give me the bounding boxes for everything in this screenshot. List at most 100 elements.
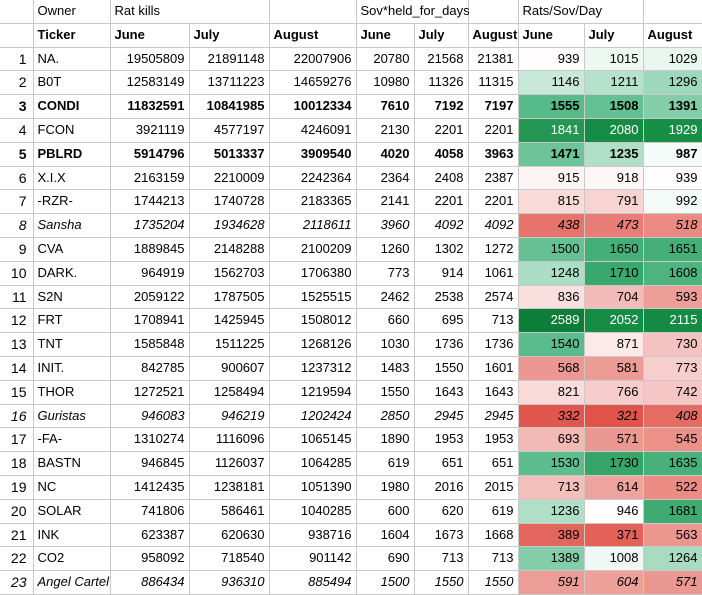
row-number[interactable]: 8 [0,213,34,238]
rats-per-sov-cell[interactable]: 1296 [643,70,702,96]
row-number[interactable]: 16 [0,404,34,429]
rats-per-sov-cell[interactable]: 1841 [518,118,585,143]
ticker-cell[interactable]: THOR [33,380,111,405]
rats-per-sov-cell[interactable]: 438 [518,213,585,238]
rats-per-sov-cell[interactable]: 871 [584,332,644,357]
rat-kills-cell[interactable]: 946845 [110,451,190,476]
sov-days-cell[interactable]: 1302 [414,237,469,262]
rats-per-sov-cell[interactable]: 1389 [518,546,585,572]
rat-kills-cell[interactable]: 3909540 [269,142,357,167]
ticker-cell[interactable]: -RZR- [33,189,111,215]
rats-per-sov-cell[interactable]: 593 [643,285,702,310]
sov-days-cell[interactable]: 1061 [468,261,519,286]
rats-per-sov-cell[interactable]: 1555 [518,94,585,119]
ticker-cell[interactable]: DARK. [33,261,111,286]
sov-days-cell[interactable]: 1668 [468,523,519,548]
rats-per-sov-cell[interactable]: 581 [584,356,644,381]
sov-days-cell[interactable]: 2130 [356,118,415,143]
sov-days-cell[interactable]: 660 [356,308,415,334]
rats-per-sov-cell[interactable]: 1211 [584,70,644,96]
ticker-cell[interactable]: Angel Cartel [33,570,111,595]
rats-per-sov-cell[interactable]: 1391 [643,94,702,119]
rats-per-sov-cell[interactable]: 1530 [518,451,585,476]
rat-kills-cell[interactable]: 1040285 [269,499,357,524]
sov-days-cell[interactable]: 2574 [468,285,519,310]
rats-per-sov-cell[interactable]: 766 [584,380,644,405]
rat-kills-cell[interactable]: 2118611 [269,213,357,238]
rats-per-sov-cell[interactable]: 1650 [584,237,644,262]
sov-days-cell[interactable]: 1272 [468,237,519,262]
ticker-cell[interactable]: Sansha [33,213,111,238]
sov-days-cell[interactable]: 1890 [356,427,415,453]
ticker-cell[interactable]: CONDI [33,94,111,119]
rats-per-sov-cell[interactable]: 992 [643,189,702,215]
rats-per-sov-cell[interactable]: 1236 [518,499,585,524]
sov-days-cell[interactable]: 1673 [414,523,469,548]
sov-days-cell[interactable]: 10980 [356,70,415,96]
rats-per-sov-cell[interactable]: 1608 [643,261,702,286]
sov-days-cell[interactable]: 20780 [356,47,415,72]
row-number[interactable]: 20 [0,499,34,524]
sov-days-cell[interactable]: 600 [356,499,415,524]
rat-kills-cell[interactable]: 938716 [269,523,357,548]
rats-per-sov-cell[interactable]: 2589 [518,308,585,334]
month-header-august[interactable]: August [643,23,702,48]
rats-per-sov-cell[interactable]: 604 [584,570,644,595]
rat-kills-cell[interactable]: 1706380 [269,261,357,286]
sov-days-cell[interactable]: 11326 [414,70,469,96]
row-number[interactable]: 10 [0,261,34,286]
sov-days-cell[interactable]: 2201 [414,118,469,143]
rats-per-sov-cell[interactable]: 815 [518,189,585,215]
rat-kills-cell[interactable]: 1508012 [269,308,357,334]
rat-kills-cell[interactable]: 1708941 [110,308,190,334]
rats-per-sov-cell[interactable]: 518 [643,213,702,238]
sov-days-cell[interactable]: 4058 [414,142,469,167]
sov-days-cell[interactable]: 690 [356,546,415,572]
rats-per-sov-cell[interactable]: 568 [518,356,585,381]
sov-days-cell[interactable]: 2201 [468,189,519,215]
month-header-june[interactable]: June [356,23,415,48]
rats-per-sov-cell[interactable]: 2080 [584,118,644,143]
rats-per-sov-cell[interactable]: 1471 [518,142,585,167]
rats-per-sov-cell[interactable]: 389 [518,523,585,548]
rat-kills-cell[interactable]: 842785 [110,356,190,381]
rats-per-sov-cell[interactable]: 2052 [584,308,644,334]
rats-per-sov-cell[interactable]: 614 [584,475,644,500]
ticker-cell[interactable]: INIT. [33,356,111,381]
row-number[interactable]: 12 [0,308,34,334]
sov-days-cell[interactable]: 2364 [356,166,415,191]
rat-kills-cell[interactable]: 718540 [189,546,270,572]
sov-days-cell[interactable]: 651 [468,451,519,476]
rats-per-sov-cell[interactable]: 1710 [584,261,644,286]
rat-kills-cell[interactable]: 4246091 [269,118,357,143]
sov-days-cell[interactable]: 4092 [414,213,469,238]
rat-kills-cell[interactable]: 14659276 [269,70,357,96]
rats-sov-day-header[interactable]: Rats/Sov/Day [518,0,602,24]
row-number[interactable]: 1 [0,47,34,72]
rat-kills-cell[interactable]: 623387 [110,523,190,548]
rats-per-sov-cell[interactable]: 563 [643,523,702,548]
rat-kills-cell[interactable]: 1238181 [189,475,270,500]
rats-per-sov-cell[interactable]: 704 [584,285,644,310]
sov-days-cell[interactable]: 2462 [356,285,415,310]
rat-kills-cell[interactable]: 2059122 [110,285,190,310]
rat-kills-cell[interactable]: 1425945 [189,308,270,334]
rat-kills-cell[interactable]: 1272521 [110,380,190,405]
sov-days-cell[interactable]: 651 [414,451,469,476]
row-number[interactable]: 17 [0,427,34,453]
row-number[interactable]: 13 [0,332,34,357]
sov-days-cell[interactable]: 4020 [356,142,415,167]
sov-days-cell[interactable]: 1980 [356,475,415,500]
sov-days-cell[interactable]: 1483 [356,356,415,381]
sov-days-cell[interactable]: 2945 [414,404,469,429]
row-number[interactable]: 14 [0,356,34,381]
ticker-cell[interactable]: BASTN [33,451,111,476]
rats-per-sov-cell[interactable]: 473 [584,213,644,238]
rats-per-sov-cell[interactable]: 730 [643,332,702,357]
sov-days-cell[interactable]: 1500 [356,570,415,595]
owner-header[interactable]: Owner [33,0,111,24]
rats-per-sov-cell[interactable]: 1248 [518,261,585,286]
rat-kills-cell[interactable]: 936310 [189,570,270,595]
ticker-cell[interactable]: Guristas [33,404,111,429]
rats-per-sov-cell[interactable]: 571 [584,427,644,453]
